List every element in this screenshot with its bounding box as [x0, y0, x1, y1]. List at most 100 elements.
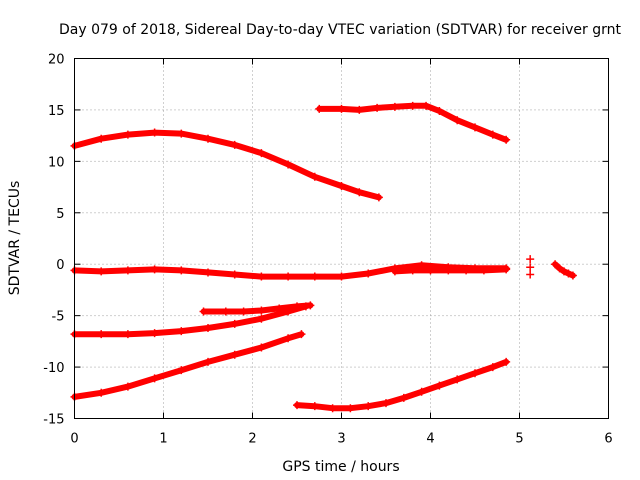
- y-axis-label: SDTVAR / TECUs: [7, 181, 23, 296]
- data-point: [408, 266, 417, 275]
- data-point: [177, 327, 186, 336]
- data-point: [239, 307, 248, 316]
- y-tick-label: -15: [43, 413, 64, 428]
- data-point: [257, 272, 266, 281]
- data-point: [502, 265, 511, 274]
- data-point: [526, 263, 535, 272]
- data-point: [150, 128, 159, 137]
- x-tick-label: 1: [159, 432, 167, 447]
- data-point: [488, 130, 497, 139]
- data-point: [471, 123, 479, 132]
- data-point: [293, 401, 301, 410]
- series-arc-4: [390, 265, 511, 276]
- data-point: [422, 101, 431, 110]
- y-tick-label: -10: [43, 361, 64, 376]
- series-line: [294, 358, 510, 412]
- data-point: [97, 134, 106, 143]
- axis-ticks: 0 1 2 3 4 5 6 -15 -10 -5 0 5 10 15 20: [43, 53, 612, 447]
- data-point: [502, 357, 511, 366]
- data-series: [70, 101, 577, 413]
- data-point: [97, 330, 106, 339]
- data-point: [315, 104, 324, 113]
- series-arc-5: [526, 255, 535, 279]
- data-point: [568, 271, 577, 280]
- data-point: [453, 116, 462, 125]
- data-point: [337, 104, 346, 113]
- data-point: [297, 330, 306, 339]
- data-point: [564, 269, 573, 278]
- plot-frame: [74, 58, 609, 419]
- data-point: [123, 382, 132, 391]
- data-point: [310, 172, 319, 181]
- data-point: [462, 266, 471, 275]
- series-arc-2: [315, 101, 511, 144]
- grid: [74, 58, 609, 419]
- x-tick-label: 5: [515, 432, 523, 447]
- data-point: [275, 304, 284, 313]
- data-point: [230, 270, 239, 279]
- data-point: [488, 363, 497, 372]
- data-point: [502, 135, 511, 144]
- series-line: [71, 331, 305, 400]
- data-point: [374, 193, 383, 202]
- data-point: [177, 129, 186, 138]
- y-tick-label: 0: [56, 258, 64, 273]
- data-point: [560, 267, 568, 276]
- data-point: [123, 330, 132, 339]
- data-point: [177, 366, 186, 375]
- y-tick-label: 5: [56, 207, 64, 222]
- y-tick-label: 20: [48, 53, 65, 68]
- data-point: [444, 266, 453, 275]
- data-point: [373, 103, 382, 112]
- data-point: [355, 105, 364, 114]
- series-arc-6: [551, 260, 577, 280]
- data-point: [399, 393, 408, 402]
- data-point: [355, 188, 364, 197]
- data-point: [230, 350, 239, 359]
- data-point: [526, 255, 535, 264]
- series-line: [316, 102, 510, 143]
- data-point: [257, 149, 266, 158]
- data-point: [479, 266, 488, 275]
- data-point: [284, 160, 293, 169]
- data-point: [293, 302, 301, 311]
- data-point: [123, 266, 132, 275]
- data-point: [337, 272, 346, 281]
- data-point: [257, 343, 266, 352]
- y-tick-label: 15: [48, 104, 65, 119]
- data-point: [382, 399, 390, 408]
- data-point: [310, 272, 319, 281]
- series-arc-7: [70, 302, 310, 339]
- data-point: [97, 267, 106, 276]
- data-point: [284, 272, 293, 281]
- data-point: [453, 375, 462, 384]
- data-point: [435, 381, 444, 390]
- data-point: [257, 314, 266, 323]
- data-point: [390, 267, 399, 276]
- data-point: [204, 357, 212, 366]
- x-axis-label: GPS time / hours: [282, 459, 399, 475]
- data-point: [471, 369, 479, 378]
- series-arc-1: [70, 128, 383, 202]
- x-tick-label: 2: [248, 432, 256, 447]
- data-point: [97, 388, 106, 397]
- data-point: [551, 260, 560, 269]
- data-point: [346, 404, 355, 413]
- series-arc-8: [199, 301, 315, 316]
- x-tick-label: 3: [337, 432, 345, 447]
- data-point: [230, 140, 239, 149]
- data-point: [204, 268, 212, 277]
- x-tick-label: 4: [426, 432, 434, 447]
- chart-title: Day 079 of 2018, Sidereal Day-to-day VTE…: [59, 22, 621, 38]
- data-point: [435, 106, 444, 115]
- series-line: [71, 303, 309, 338]
- data-point: [328, 404, 337, 413]
- data-point: [364, 402, 373, 411]
- data-point: [310, 402, 319, 411]
- data-point: [177, 266, 186, 275]
- data-point: [306, 301, 315, 310]
- data-point: [426, 266, 435, 275]
- data-point: [150, 374, 159, 383]
- x-tick-label: 0: [70, 432, 78, 447]
